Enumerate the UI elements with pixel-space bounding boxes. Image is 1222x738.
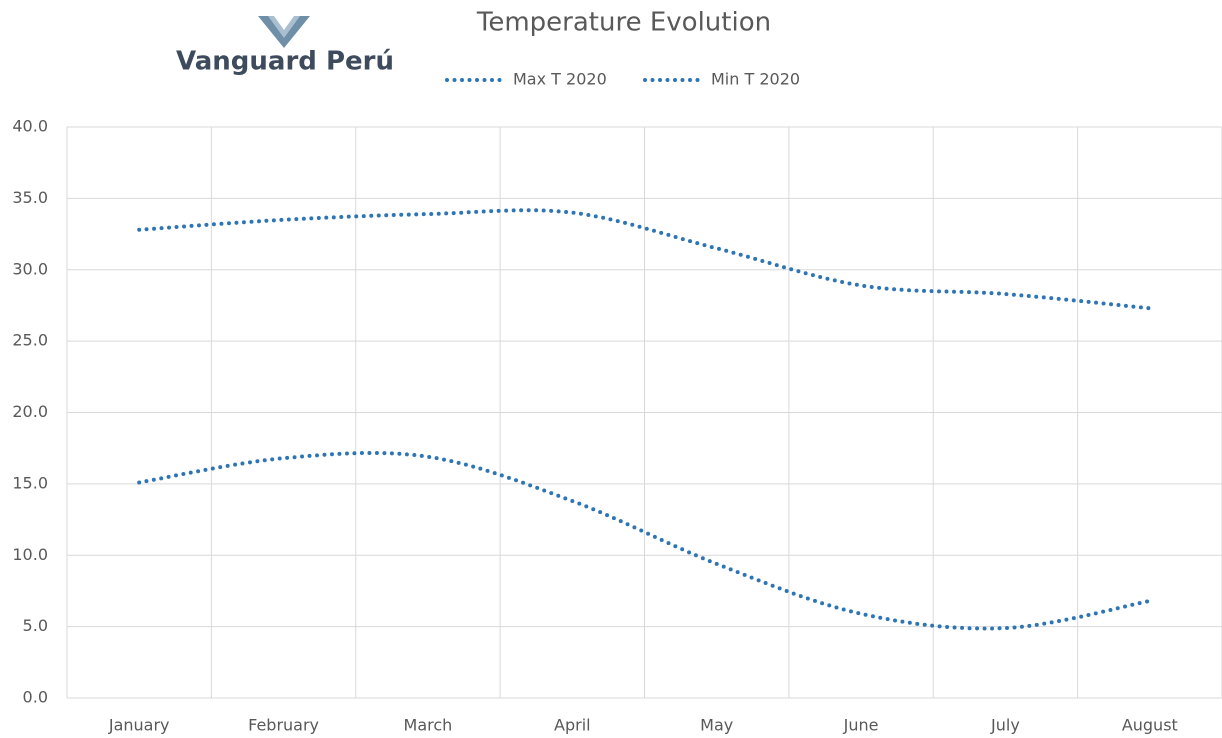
x-tick-label: April bbox=[554, 716, 591, 735]
y-tick-label: 35.0 bbox=[12, 188, 48, 207]
x-tick-label: January bbox=[108, 716, 170, 735]
logo-text: Vanguard Perú bbox=[176, 47, 394, 77]
x-tick-label: February bbox=[248, 716, 319, 735]
line-series bbox=[137, 450, 1152, 631]
y-tick-label: 10.0 bbox=[12, 545, 48, 564]
y-tick-label: 5.0 bbox=[23, 616, 48, 635]
x-tick-label: August bbox=[1122, 716, 1178, 735]
x-tick-label: May bbox=[700, 716, 733, 735]
y-tick-label: 40.0 bbox=[12, 117, 48, 136]
y-tick-label: 20.0 bbox=[12, 402, 48, 421]
logo-icon bbox=[258, 16, 310, 48]
y-tick-label: 30.0 bbox=[12, 259, 48, 278]
x-tick-label: March bbox=[404, 716, 453, 735]
y-tick-label: 15.0 bbox=[12, 473, 48, 492]
y-tick-label: 25.0 bbox=[12, 331, 48, 350]
legend-label: Max T 2020 bbox=[513, 70, 607, 89]
x-tick-label: June bbox=[843, 716, 879, 735]
x-tick-label: July bbox=[990, 716, 1020, 735]
y-tick-label: 0.0 bbox=[23, 688, 48, 707]
legend-label: Min T 2020 bbox=[711, 70, 800, 89]
chart-title: Temperature Evolution bbox=[476, 8, 771, 38]
